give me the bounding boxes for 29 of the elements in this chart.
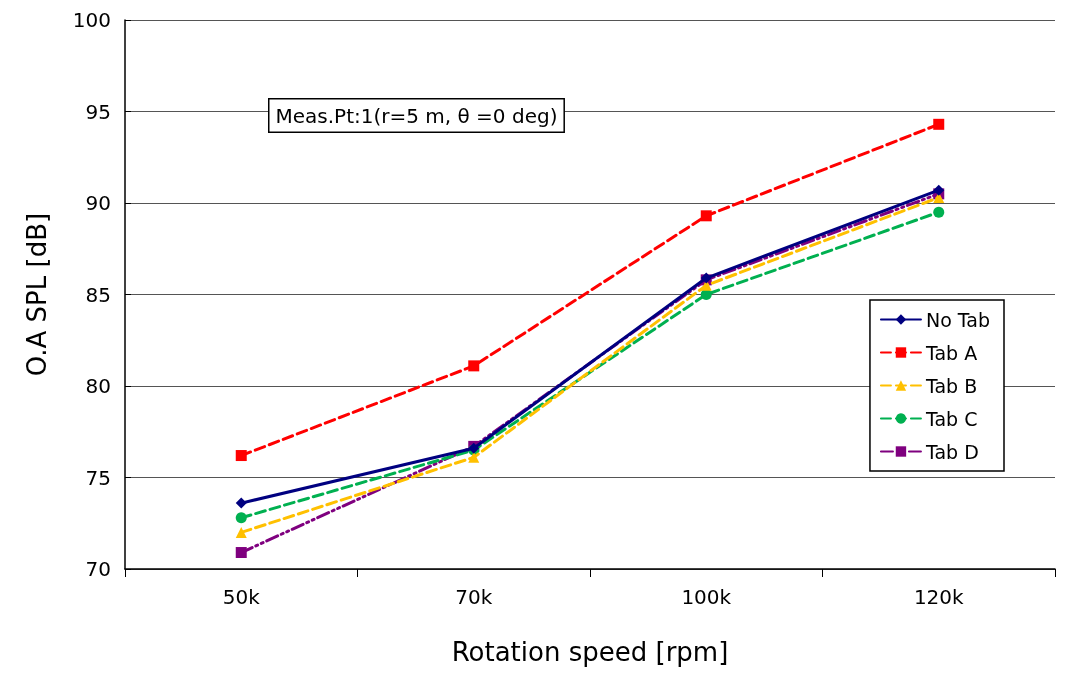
x-tick-label: 100k [681, 585, 732, 609]
point [933, 184, 945, 196]
point [933, 206, 945, 218]
annotation: Meas.Pt:1(r=5 m, θ =0 deg) [275, 103, 558, 128]
legend-label: Tab B [924, 374, 978, 397]
point [235, 526, 247, 538]
y-tick-label: 70 [85, 557, 111, 581]
point [235, 512, 247, 524]
y-tick-label: 80 [85, 374, 111, 398]
point [933, 118, 945, 130]
x-tick-label: 120k [913, 585, 965, 609]
y-tick-label: 90 [85, 191, 111, 215]
y-tick-label: 95 [85, 99, 111, 124]
x-tick-label: 70k [455, 585, 493, 609]
legend-label: Tab C [924, 407, 978, 430]
y-tick-label: 100 [72, 8, 111, 32]
y-tick-label: 75 [85, 465, 111, 490]
y-axis-title: O.A SPL [dB] [22, 212, 52, 377]
point [235, 547, 247, 559]
legend-label: No Tab [925, 308, 991, 331]
y-tick-label: 85 [85, 282, 111, 307]
legend-label: Tab D [924, 440, 979, 463]
x-axis-title: Rotation speed [rpm] [451, 637, 729, 667]
point [235, 450, 247, 462]
point [700, 210, 712, 222]
point [468, 360, 480, 372]
legend-label: Tab A [924, 341, 978, 364]
x-tick-label: 50k [222, 585, 261, 609]
point [235, 497, 247, 509]
